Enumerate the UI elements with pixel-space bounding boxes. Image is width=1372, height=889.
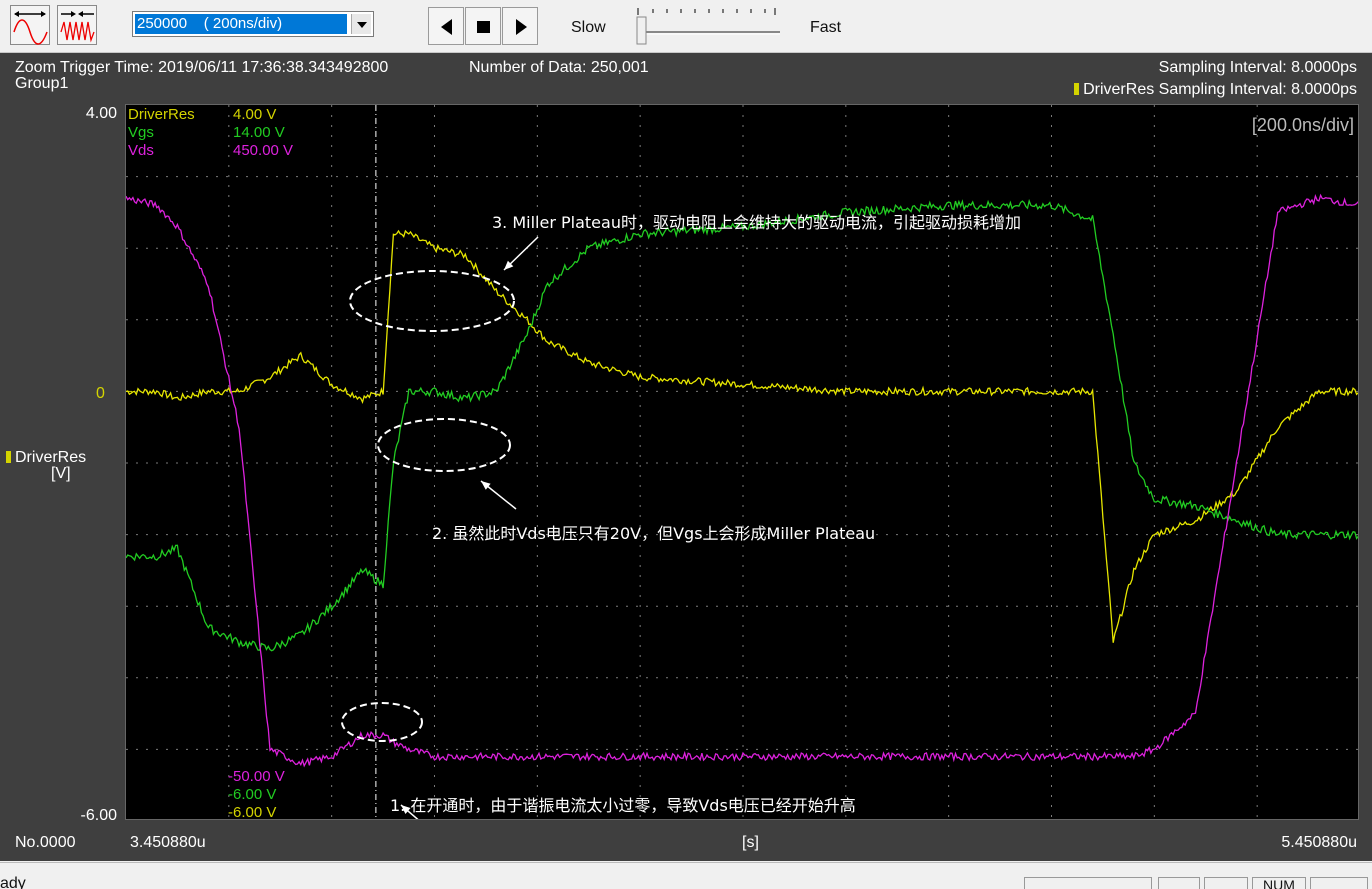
y-axis-bottom-label: -6.00: [80, 807, 117, 824]
plot-area[interactable]: DriverRes 4.00 V Vgs 14.00 V Vds 450.00 V -…: [125, 104, 1359, 820]
timebase-select[interactable]: 250000 ( 200ns/div): [132, 11, 374, 37]
status-pane: [1310, 877, 1368, 889]
status-pane: [1158, 877, 1200, 889]
callout-arrow-2-head: [481, 481, 491, 490]
x-axis-unit: [s]: [742, 834, 759, 851]
legend-bottom: -50.00 V -6.00 V -6.00 V: [228, 768, 285, 820]
status-bar: ady NUM: [0, 862, 1372, 889]
number-of-data: Number of Data: 250,001: [469, 59, 649, 76]
status-pane: [1024, 877, 1152, 889]
group-label: Group1: [15, 75, 69, 92]
expand-wave-icon: [13, 11, 48, 45]
plot-svg: [126, 105, 1358, 819]
fast-label: Fast: [810, 19, 842, 36]
driverres-sampling-interval: DriverRes Sampling Interval: 8.0000ps: [1074, 81, 1357, 99]
compress-wave-icon: [60, 11, 95, 43]
slow-label: Slow: [571, 19, 606, 36]
triangle-left-icon: [441, 19, 452, 35]
legend-vgs-offset: -6.00 V: [228, 786, 277, 803]
series-driverres: [126, 229, 1358, 643]
status-pane: [1204, 877, 1248, 889]
callout-ellipse-2: [377, 418, 511, 472]
legend-vds-offset: -50.00 V: [228, 768, 285, 785]
channel-color-swatch: [1074, 83, 1080, 95]
slider-thumb: [636, 16, 647, 45]
zoom-trigger-time: Zoom Trigger Time: 2019/06/11 17:36:38.3…: [15, 59, 389, 76]
zoom-in-wave-button[interactable]: [57, 5, 97, 45]
stop-icon: [477, 21, 490, 33]
legend-driverres-offset: -6.00 V: [228, 804, 277, 820]
callout-arrow-1-head: [401, 805, 411, 814]
annotation-1: 1. 在开通时，由于谐振电流太小过零，导致Vds电压已经开始升高: [390, 796, 856, 815]
channel-unit: [V]: [51, 465, 71, 482]
sampling-interval: Sampling Interval: 8.0000ps: [1158, 59, 1357, 76]
step-back-button[interactable]: [428, 7, 464, 45]
toolbar: 250000 ( 200ns/div) Slow: [0, 0, 1372, 53]
series-vgs: [126, 198, 1358, 652]
legend-driverres: DriverRes 4.00 V: [128, 106, 277, 123]
legend-vds: Vds 450.00 V: [128, 142, 294, 159]
annotation-3: 3. Miller Plateau时，驱动电阻上会维持大的驱动电流，引起驱动损耗…: [492, 213, 1021, 232]
zoom-out-wave-button[interactable]: [10, 5, 50, 45]
triangle-right-icon: [516, 19, 527, 35]
waveform-view[interactable]: Zoom Trigger Time: 2019/06/11 17:36:38.3…: [0, 53, 1372, 861]
status-text: ady: [0, 875, 26, 889]
callout-ellipse-1: [341, 702, 423, 742]
timebase-select-value: 250000 ( 200ns/div): [135, 14, 347, 34]
x-start-index: No.0000: [15, 834, 76, 851]
chevron-down-icon[interactable]: [351, 14, 371, 34]
stop-button[interactable]: [465, 7, 501, 45]
x-axis-start: 3.450880u: [130, 834, 206, 851]
speed-slider[interactable]: [632, 4, 782, 46]
annotation-2: 2. 虽然此时Vds电压只有20V，但Vgs上会形成Miller Plateau: [432, 524, 876, 543]
legend-top: DriverRes 4.00 V Vgs 14.00 V Vds 450.00 V: [128, 106, 293, 160]
channel-label[interactable]: DriverRes: [6, 449, 86, 467]
y-axis-zero-label: 0: [96, 385, 105, 402]
series-vds: [126, 193, 1358, 768]
y-axis-top-label: 4.00: [85, 105, 117, 122]
num-lock-indicator: NUM: [1252, 877, 1306, 889]
x-axis-end: 5.450880u: [1281, 834, 1357, 851]
timescale-label: [200.0ns/div]: [1251, 115, 1354, 135]
legend-vgs: Vgs 14.00 V: [128, 124, 285, 141]
channel-color-swatch: [6, 451, 11, 463]
step-forward-button[interactable]: [502, 7, 538, 45]
callout-ellipse-3: [349, 270, 515, 332]
callout-arrow-3-head: [504, 260, 514, 270]
